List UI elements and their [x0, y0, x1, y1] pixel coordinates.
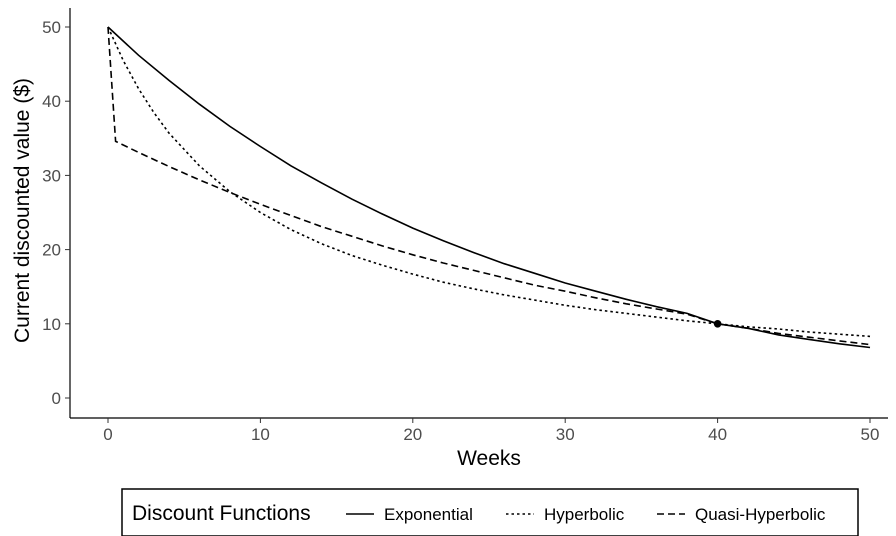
legend-label: Exponential: [384, 505, 473, 524]
legend-box: [121, 488, 859, 536]
x-tick-label: 40: [708, 425, 727, 444]
y-axis-title: Current discounted value ($): [11, 78, 34, 343]
x-tick-label: 20: [403, 425, 422, 444]
axes: 0 10 20 30 40 50 0 10 20 30 40 50: [42, 8, 888, 444]
series-line-quasi-hyperbolic: [107, 26, 871, 346]
legend-items: Exponential Hyperbolic Quasi-Hyperbolic: [346, 505, 826, 524]
legend-label: Quasi-Hyperbolic: [695, 505, 826, 524]
y-tick-label: 40: [42, 92, 61, 111]
legend-label: Hyperbolic: [544, 505, 625, 524]
x-tick-label: 50: [861, 425, 880, 444]
intersection-point: [713, 320, 722, 328]
y-tick-label: 20: [42, 241, 61, 260]
legend-title: Discount Functions: [132, 502, 311, 525]
legend: Discount Functions Exponential Hyperbolic…: [121, 488, 859, 536]
series-line-hyperbolic: [107, 26, 871, 338]
x-tick-label: 30: [556, 425, 575, 444]
x-axis-title: Weeks: [457, 447, 521, 470]
series-line-exponential: [107, 26, 871, 349]
x-tick-label: 0: [103, 425, 112, 444]
plot-area: [107, 26, 871, 349]
y-tick-label: 50: [42, 18, 61, 37]
y-tick-label: 0: [52, 389, 61, 408]
y-tick-label: 10: [42, 315, 61, 334]
y-tick-label: 30: [42, 166, 61, 185]
x-tick-label: 10: [251, 425, 270, 444]
